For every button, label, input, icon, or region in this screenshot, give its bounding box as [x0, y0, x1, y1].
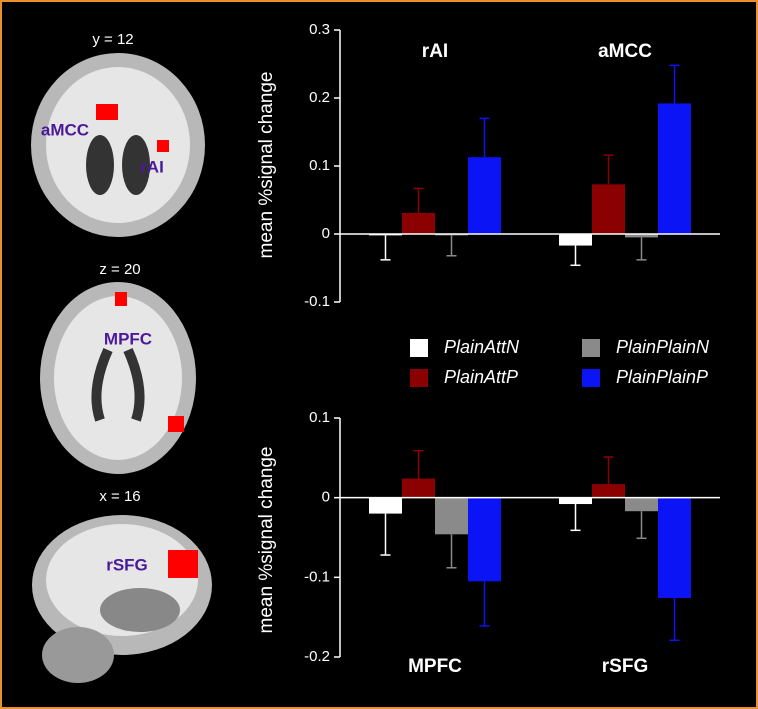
legend-label: PlainAttN — [444, 337, 520, 357]
bar — [592, 484, 625, 498]
brain-coronal — [31, 53, 205, 237]
y-tick-label: 0.1 — [309, 409, 330, 426]
y-tick-label: -0.2 — [304, 648, 330, 665]
legend-label: PlainPlainP — [616, 367, 708, 387]
bar — [592, 184, 625, 234]
y-tick-label: 0.1 — [309, 157, 330, 174]
legend-swatch — [410, 339, 428, 357]
y-tick-label: -0.1 — [304, 568, 330, 585]
y-tick-label: 0 — [322, 489, 330, 506]
legend-label: PlainAttP — [444, 367, 518, 387]
y-tick-label: -0.1 — [304, 293, 330, 310]
category-label: MPFC — [408, 656, 462, 677]
bar — [559, 497, 592, 505]
region-label: rSFG — [106, 555, 148, 574]
region-label: rAI — [140, 157, 164, 176]
bar — [625, 234, 658, 238]
category-label: rAI — [422, 41, 448, 62]
brain-sagittal — [32, 515, 212, 683]
y-tick-label: 0.3 — [309, 21, 330, 38]
legend-swatch — [582, 369, 600, 387]
y-axis-label: mean %signal change — [256, 72, 277, 259]
bar — [468, 157, 501, 234]
bar — [658, 103, 691, 234]
region-label: aMCC — [41, 120, 89, 139]
bar — [468, 497, 501, 582]
bar — [625, 497, 658, 512]
bar — [658, 497, 691, 599]
y-axis-label: mean %signal change — [256, 447, 277, 634]
slice-label: z = 20 — [99, 261, 140, 278]
brain-axial — [40, 282, 196, 474]
bar — [435, 497, 468, 535]
bar — [369, 497, 402, 514]
y-tick-label: 0 — [322, 225, 330, 242]
legend-swatch — [582, 339, 600, 357]
bar — [402, 478, 435, 498]
slice-label: y = 12 — [92, 31, 133, 48]
y-tick-label: 0.2 — [309, 89, 330, 106]
category-label: aMCC — [598, 41, 652, 62]
region-label: MPFC — [104, 329, 152, 348]
bar — [402, 212, 435, 234]
bar — [559, 234, 592, 246]
legend-swatch — [410, 369, 428, 387]
legend-label: PlainPlainN — [616, 337, 710, 357]
category-label: rSFG — [602, 656, 648, 677]
slice-label: x = 16 — [99, 488, 140, 505]
